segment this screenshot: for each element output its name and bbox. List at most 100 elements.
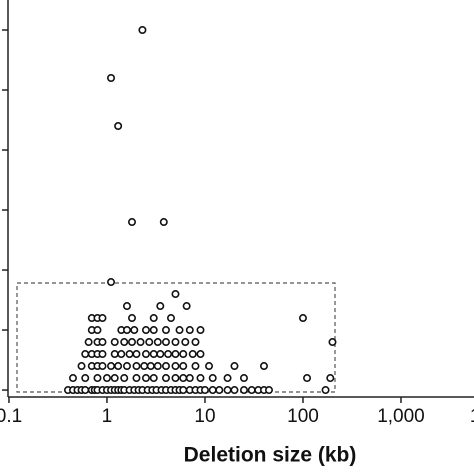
point [208,386,217,395]
point [179,386,188,395]
point [171,362,180,371]
point [328,338,337,347]
point [146,362,155,371]
point [161,374,170,383]
point [140,362,149,371]
point [326,374,335,383]
point [93,374,102,383]
point [185,326,194,335]
point [223,374,232,383]
point [149,374,158,383]
point [114,122,123,131]
point [120,374,129,383]
point [93,326,102,335]
point [107,362,116,371]
point [191,338,200,347]
point [159,218,168,227]
point [122,362,131,371]
point [127,314,136,323]
point [179,350,188,359]
point [223,386,232,395]
point [149,350,158,359]
point [181,338,190,347]
point [81,350,90,359]
point [120,338,129,347]
point [110,338,119,347]
point [161,362,170,371]
point [208,374,217,383]
point [141,374,150,383]
point [303,374,312,383]
point [156,350,165,359]
point [125,350,134,359]
point [141,326,150,335]
point [114,362,123,371]
point [110,350,119,359]
point [122,302,131,311]
point [196,350,205,359]
point [247,386,256,395]
point [107,74,116,83]
x-tick-label: 1,000 [377,406,425,427]
point [166,314,175,323]
point [196,374,205,383]
point [182,302,191,311]
point [81,386,90,395]
point [259,362,268,371]
point [98,314,107,323]
point [153,362,162,371]
point [122,326,131,335]
point [127,218,136,227]
x-tick-label: 0.1 [0,406,22,427]
point [205,362,214,371]
point [153,338,162,347]
point [191,362,200,371]
point [161,338,170,347]
point [200,386,209,395]
point [171,290,180,299]
point [98,350,107,359]
point [239,374,248,383]
point [156,302,165,311]
x-axis-label: Deletion size (kb) [184,444,357,467]
highlight-box [16,282,336,393]
point [132,350,141,359]
point [130,326,139,335]
x-tick-label: 10,000 [470,406,474,427]
point [149,326,158,335]
point [179,374,188,383]
point [149,314,158,323]
point [230,362,239,371]
point [264,386,273,395]
point [98,338,107,347]
point [141,350,150,359]
point [132,374,141,383]
point [145,338,154,347]
point [215,386,224,395]
x-tick-label: 10 [194,406,215,427]
point [321,386,330,395]
point [171,350,180,359]
point [298,314,307,323]
point [171,338,180,347]
point [138,26,147,35]
point [175,326,184,335]
point [239,386,248,395]
point [185,374,194,383]
point [77,362,86,371]
point [230,386,239,395]
point [132,362,141,371]
point [127,338,136,347]
x-tick-label: 100 [287,406,319,427]
point [164,350,173,359]
point [117,350,126,359]
point [110,374,119,383]
point [136,338,145,347]
x-tick-label: 1 [102,406,113,427]
point [188,350,197,359]
point [107,278,116,287]
point [179,362,188,371]
point [171,374,180,383]
point [68,374,77,383]
